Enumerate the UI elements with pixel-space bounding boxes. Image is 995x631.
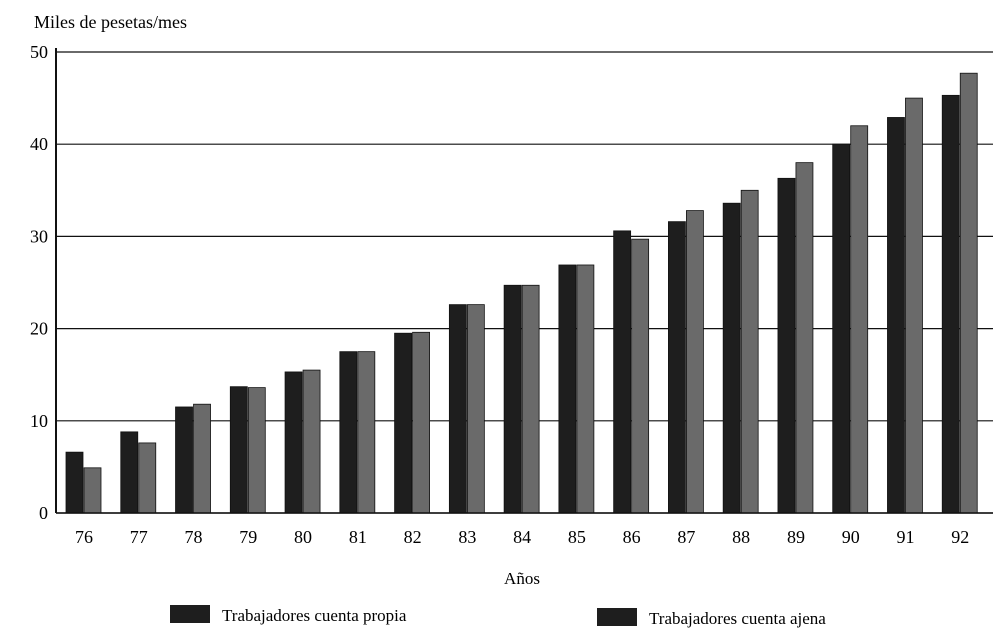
bar-cuenta-propia-79 [229,386,248,514]
x-tick-label-81: 81 [349,527,367,547]
x-tick-label-90: 90 [842,527,860,547]
bar-cuenta-propia-77 [120,431,139,514]
bar-cuenta-propia-86 [613,230,632,514]
x-tick-label-87: 87 [677,527,695,547]
x-tick-label-86: 86 [623,527,641,547]
bar-cuenta-propia-91 [887,117,905,514]
legend-swatch-cuenta-ajena [597,608,637,626]
bar-cuenta-ajena-87 [686,210,704,514]
y-tick-label-40: 40 [30,134,48,154]
bar-cuenta-ajena-83 [466,304,485,514]
y-tick-labels: 0 10 20 30 40 50 [30,42,48,523]
x-tick-labels: 76 77 78 79 80 81 82 83 84 85 86 87 88 89 90 91 92 [75,527,969,547]
x-tick-label-88: 88 [732,527,750,547]
y-tick-label-10: 10 [30,411,48,431]
x-tick-label-82: 82 [404,527,422,547]
y-tick-label-30: 30 [30,226,48,246]
bar-cuenta-propia-84 [503,284,522,514]
y-tick-label-0: 0 [39,503,48,523]
bar-cuenta-propia-88 [722,202,741,514]
bar-cuenta-ajena-77 [138,442,157,514]
x-tick-label-89: 89 [787,527,805,547]
bar-cuenta-propia-81 [339,351,358,514]
x-tick-label-85: 85 [568,527,586,547]
bar-cuenta-propia-82 [394,332,412,514]
x-tick-label-78: 78 [185,527,203,547]
y-tick-label-20: 20 [30,319,48,339]
bar-cuenta-ajena-89 [795,162,814,514]
bar-cuenta-ajena-88 [740,189,759,514]
bars [65,72,978,514]
bar-cuenta-ajena-80 [302,369,321,514]
bar-cuenta-ajena-84 [521,284,540,514]
bar-cuenta-propia-90 [832,143,851,514]
bar-cuenta-ajena-92 [959,72,978,514]
bar-cuenta-ajena-76 [83,467,102,514]
x-tick-label-80: 80 [294,527,312,547]
bar-cuenta-propia-89 [777,177,796,514]
bar-cuenta-propia-85 [558,264,577,514]
bar-cuenta-propia-83 [448,304,467,514]
bar-cuenta-propia-80 [284,371,303,514]
x-tick-label-92: 92 [951,527,969,547]
y-tick-label-50: 50 [30,42,48,62]
x-tick-label-76: 76 [75,527,93,547]
x-axis-label: Años [504,569,540,588]
bar-cuenta-ajena-79 [247,387,266,514]
bar-cuenta-propia-87 [668,221,686,514]
x-tick-label-84: 84 [513,527,531,547]
legend-label-cuenta-propia: Trabajadores cuenta propia [222,606,407,625]
bar-cuenta-propia-76 [65,451,84,514]
bar-cuenta-ajena-91 [905,97,923,514]
bar-cuenta-ajena-85 [576,264,595,514]
bar-cuenta-ajena-78 [193,403,211,514]
bar-cuenta-propia-78 [175,406,193,514]
legend: Trabajadores cuenta propia Trabajadores … [170,605,826,628]
bar-cuenta-ajena-86 [631,238,650,514]
x-tick-label-83: 83 [458,527,476,547]
x-tick-label-79: 79 [239,527,257,547]
legend-swatch-cuenta-propia [170,605,210,623]
y-axis-label: Miles de pesetas/mes [34,12,187,32]
x-tick-label-91: 91 [896,527,914,547]
legend-label-cuenta-ajena: Trabajadores cuenta ajena [649,609,826,628]
bar-cuenta-ajena-82 [412,331,430,514]
bar-cuenta-ajena-81 [357,351,376,514]
bar-cuenta-ajena-90 [850,125,869,514]
bar-cuenta-propia-92 [941,94,960,514]
x-tick-label-77: 77 [130,527,148,547]
